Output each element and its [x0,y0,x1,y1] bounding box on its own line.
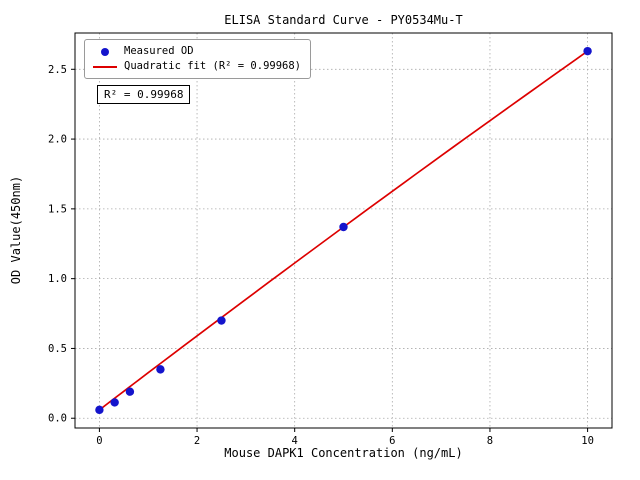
x-axis-label: Mouse DAPK1 Concentration (ng/mL) [224,446,463,460]
x-tick-label: 8 [487,435,493,447]
y-tick-label: 1.5 [48,203,67,215]
legend-line-marker-icon [92,65,118,68]
data-point [110,398,119,407]
r-squared-annotation: R² = 0.99968 [97,85,191,104]
axes-frame [74,32,613,429]
y-tick-label: 2.5 [48,64,67,76]
y-tick-label: 1.0 [48,273,67,285]
data-point [339,222,348,232]
legend-entry-label: Measured OD [124,45,194,57]
y-tick-label: 0.0 [48,413,67,425]
y-tick-label: 0.5 [48,343,67,355]
legend: Measured OD Quadratic fit (R² = 0.99968) [84,39,312,79]
data-point [125,387,135,396]
x-tick-label: 4 [292,435,298,447]
data-point [583,46,592,56]
legend-entry-label: Quadratic fit (R² = 0.99968) [124,60,302,72]
data-point [217,316,226,325]
chart-title: ELISA Standard Curve - PY0534Mu-T [224,13,463,27]
data-point [156,365,165,374]
x-tick-label: 0 [96,435,102,447]
legend-point-marker-icon [92,47,118,56]
y-axis-label: OD Value(450nm) [9,175,23,285]
legend-entry-quadratic-fit: Quadratic fit (R² = 0.99968) [92,59,301,74]
x-tick-label: 10 [581,435,594,447]
data-point [95,405,104,415]
y-tick-label: 2.0 [48,134,67,146]
legend-entry-measured-od: Measured OD [92,44,301,59]
x-tick-label: 6 [389,435,395,447]
x-tick-label: 2 [194,435,200,447]
